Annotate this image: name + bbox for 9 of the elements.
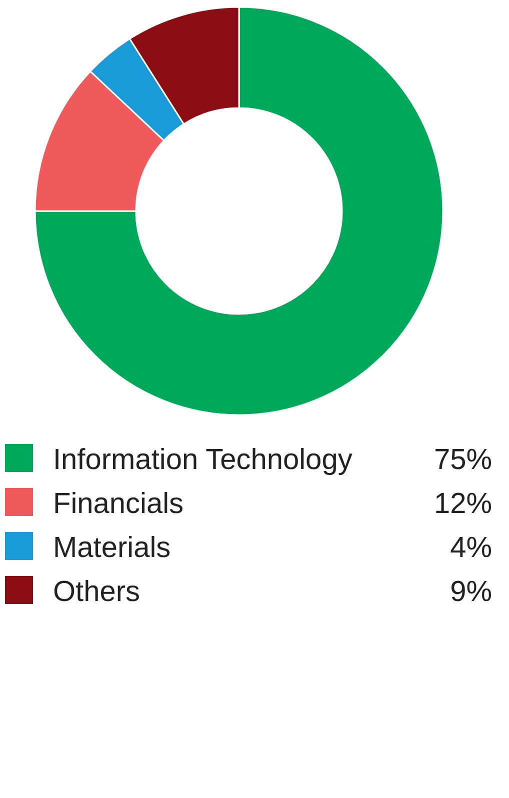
data-label: 4% — [450, 532, 492, 564]
data-label: 75% — [434, 444, 492, 476]
data-label: 12% — [434, 488, 492, 520]
data-label: 9% — [450, 576, 492, 608]
donut-slice — [34, 6, 444, 416]
legend-label: Information Technology — [53, 444, 353, 476]
legend-label: Financials — [53, 488, 184, 520]
legend-label: Others — [53, 576, 140, 608]
legend-label: Materials — [53, 532, 171, 564]
